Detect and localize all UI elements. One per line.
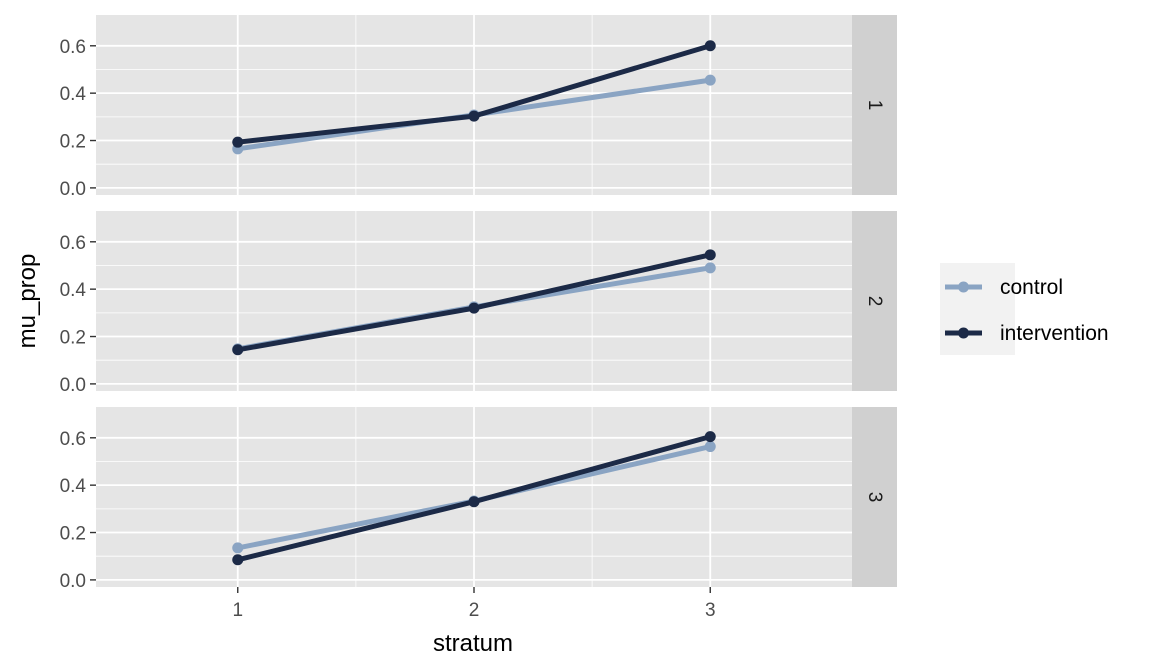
x-tick-label: 2 <box>469 600 480 621</box>
y-tick-label: 0.0 <box>60 571 86 592</box>
data-point-intervention <box>704 40 716 52</box>
legend-label: intervention <box>1000 322 1109 345</box>
legend-swatch-point <box>958 281 969 293</box>
x-tick-label: 3 <box>705 600 716 621</box>
data-point-intervention <box>468 110 480 122</box>
facet-strip <box>852 407 897 587</box>
y-tick-label: 0.6 <box>60 37 86 58</box>
facet-panel-2: 0.0 0.2 0.4 0.6 2 <box>60 211 897 396</box>
facet-strip-label: 1 <box>864 100 885 111</box>
facet-strip <box>852 211 897 391</box>
facet-strip-label: 3 <box>864 492 885 503</box>
legend-swatch-point <box>958 327 969 339</box>
x-tick-label: 1 <box>232 600 243 621</box>
y-tick-label: 0.2 <box>60 328 86 349</box>
legend-item-control: control <box>945 276 1063 299</box>
legend-key-background <box>940 263 1015 355</box>
y-tick-label: 0.0 <box>60 375 86 396</box>
data-point-intervention <box>704 249 716 261</box>
y-tick-label: 0.4 <box>60 476 87 497</box>
panels: 0.0 0.2 0.4 0.6 1 0.0 0.2 0.4 0.6 2 0.0 0.2 0.4 0.6 3 <box>60 15 897 592</box>
data-point-intervention <box>232 136 244 148</box>
x-axis: 1 2 3 <box>232 587 716 621</box>
y-tick-label: 0.2 <box>60 524 86 545</box>
y-tick-label: 0.6 <box>60 233 86 254</box>
y-tick-label: 0.4 <box>60 84 87 105</box>
data-point-control <box>704 262 716 274</box>
facet-panel-3: 0.0 0.2 0.4 0.6 3 <box>60 407 897 592</box>
data-point-intervention <box>232 554 244 566</box>
data-point-intervention <box>704 431 716 443</box>
legend-label: control <box>1000 276 1063 299</box>
data-point-intervention <box>232 344 244 356</box>
x-axis-title: stratum <box>433 630 513 657</box>
data-point-control <box>704 74 716 86</box>
facet-strip <box>852 15 897 195</box>
data-point-intervention <box>468 302 480 314</box>
data-point-control <box>232 542 244 554</box>
y-tick-label: 0.0 <box>60 179 86 200</box>
y-axis-title: mu_prop <box>14 254 41 349</box>
legend-item-intervention: intervention <box>945 322 1109 345</box>
facet-panel-1: 0.0 0.2 0.4 0.6 1 <box>60 15 897 200</box>
y-tick-label: 0.2 <box>60 132 86 153</box>
data-point-control <box>704 441 716 453</box>
facet-strip-label: 2 <box>864 296 885 307</box>
y-tick-label: 0.4 <box>60 280 87 301</box>
y-tick-label: 0.6 <box>60 429 86 450</box>
legend: control intervention <box>940 263 1109 355</box>
data-point-intervention <box>468 496 480 508</box>
